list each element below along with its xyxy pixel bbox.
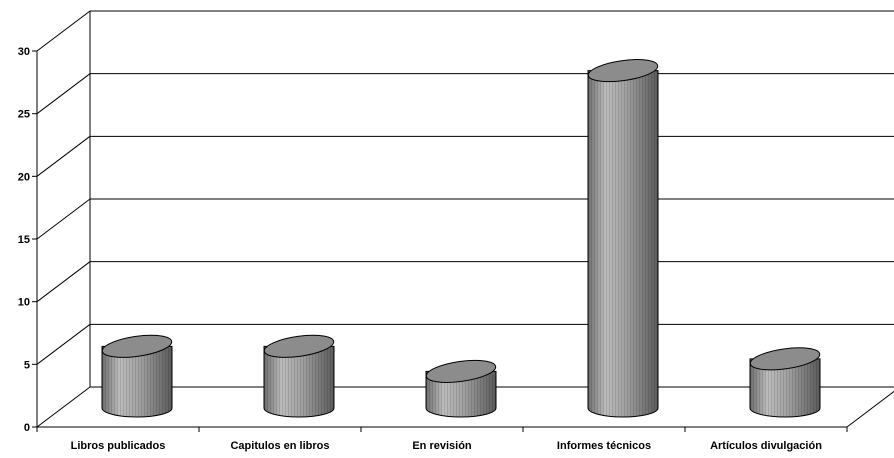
- bar-top: [425, 359, 497, 383]
- bar-texture: [588, 70, 658, 417]
- bar-top: [587, 59, 659, 83]
- grid-line-side: [36, 386, 91, 428]
- y-tick-label: 20: [18, 171, 30, 183]
- x-tick-label: Artículos divulgación: [710, 440, 822, 452]
- bar-top: [749, 347, 821, 371]
- y-tick-label: 5: [24, 359, 30, 371]
- bar-texture: [102, 346, 172, 417]
- grid-line-side: [36, 261, 91, 303]
- bar: [101, 334, 173, 418]
- x-tick-label: Capitulos en libros: [230, 440, 329, 452]
- bar: [749, 347, 821, 418]
- y-tick-label: 30: [18, 46, 30, 58]
- y-tick-label: 15: [18, 234, 30, 246]
- bar-texture: [264, 346, 334, 417]
- grid-line-side: [36, 73, 91, 115]
- grid-line-side: [36, 10, 91, 52]
- bar: [263, 334, 335, 418]
- bars: [101, 59, 821, 418]
- bar-top: [101, 334, 173, 358]
- chart-walls: [36, 10, 894, 428]
- y-tick-label: 10: [18, 297, 30, 309]
- y-tick-label: 25: [18, 109, 30, 121]
- x-axis: Libros publicados Capitulos en libros En r…: [36, 427, 848, 452]
- floor-edge: [846, 390, 894, 428]
- y-axis: 0 5 10 15 20 25 30: [18, 46, 37, 434]
- bar: [587, 59, 659, 418]
- x-tick-label: En revisión: [412, 440, 472, 452]
- bar: [425, 359, 497, 418]
- x-tick-label: Libros publicados: [71, 440, 166, 452]
- y-tick-label: 0: [24, 422, 30, 434]
- grid-line-side: [36, 198, 91, 240]
- grid-line-side: [36, 323, 91, 365]
- grid-line-side: [36, 135, 91, 177]
- bar-top: [263, 334, 335, 358]
- bar-texture: [750, 358, 820, 417]
- x-tick-label: Informes técnicos: [557, 440, 651, 452]
